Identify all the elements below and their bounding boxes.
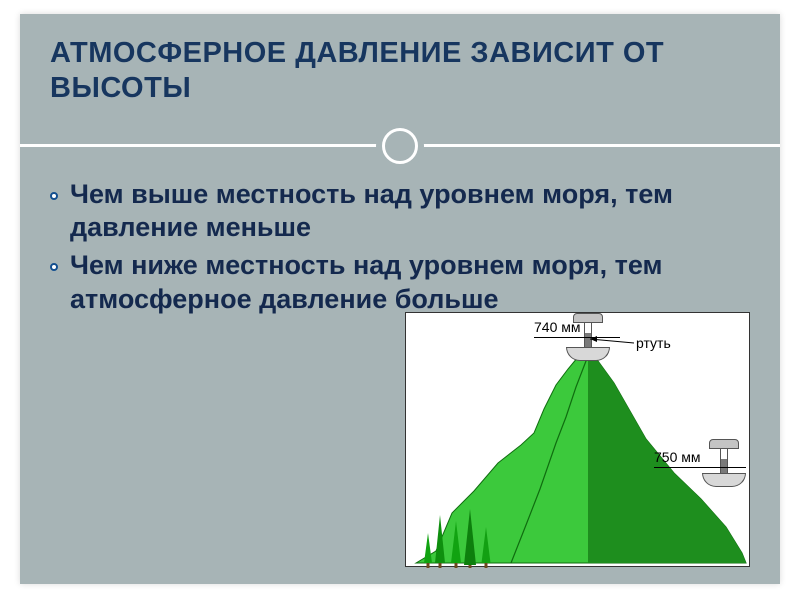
thermometer-cup (566, 347, 610, 361)
thermometer-cup (702, 473, 746, 487)
slide-title: АТМОСФЕРНОЕ ДАВЛЕНИЕ ЗАВИСИТ ОТ ВЫСОТЫ (20, 14, 780, 122)
reading-label-top: 740 мм (534, 319, 581, 335)
thermometer-tube (720, 448, 728, 474)
bullet-item: Чем выше местность над уровнем моря, тем… (50, 178, 750, 246)
mercury-fill (585, 333, 591, 347)
bullet-dot-icon (50, 192, 58, 200)
mercury-label: ртуть (636, 335, 671, 351)
leader-line-right (654, 467, 746, 468)
bullet-text: Чем выше местность над уровнем моря, тем… (70, 178, 750, 246)
content-area: Чем выше местность над уровнем моря, тем… (20, 170, 780, 317)
thermometer-tube (584, 322, 592, 348)
thermometer-right (702, 439, 746, 487)
bullet-item: Чем ниже местность над уровнем моря, тем… (50, 249, 750, 317)
bullet-text: Чем ниже местность над уровнем моря, тем… (70, 249, 750, 317)
bullet-dot-icon (50, 263, 58, 271)
mercury-fill (721, 459, 727, 473)
reading-label-right: 750 мм (654, 449, 701, 465)
pressure-diagram: 740 мм 750 мм ртуть (405, 312, 750, 567)
leader-line-top (534, 337, 620, 338)
title-divider (20, 122, 780, 170)
slide: АТМОСФЕРНОЕ ДАВЛЕНИЕ ЗАВИСИТ ОТ ВЫСОТЫ Ч… (20, 14, 780, 584)
divider-circle-ring (382, 128, 418, 164)
